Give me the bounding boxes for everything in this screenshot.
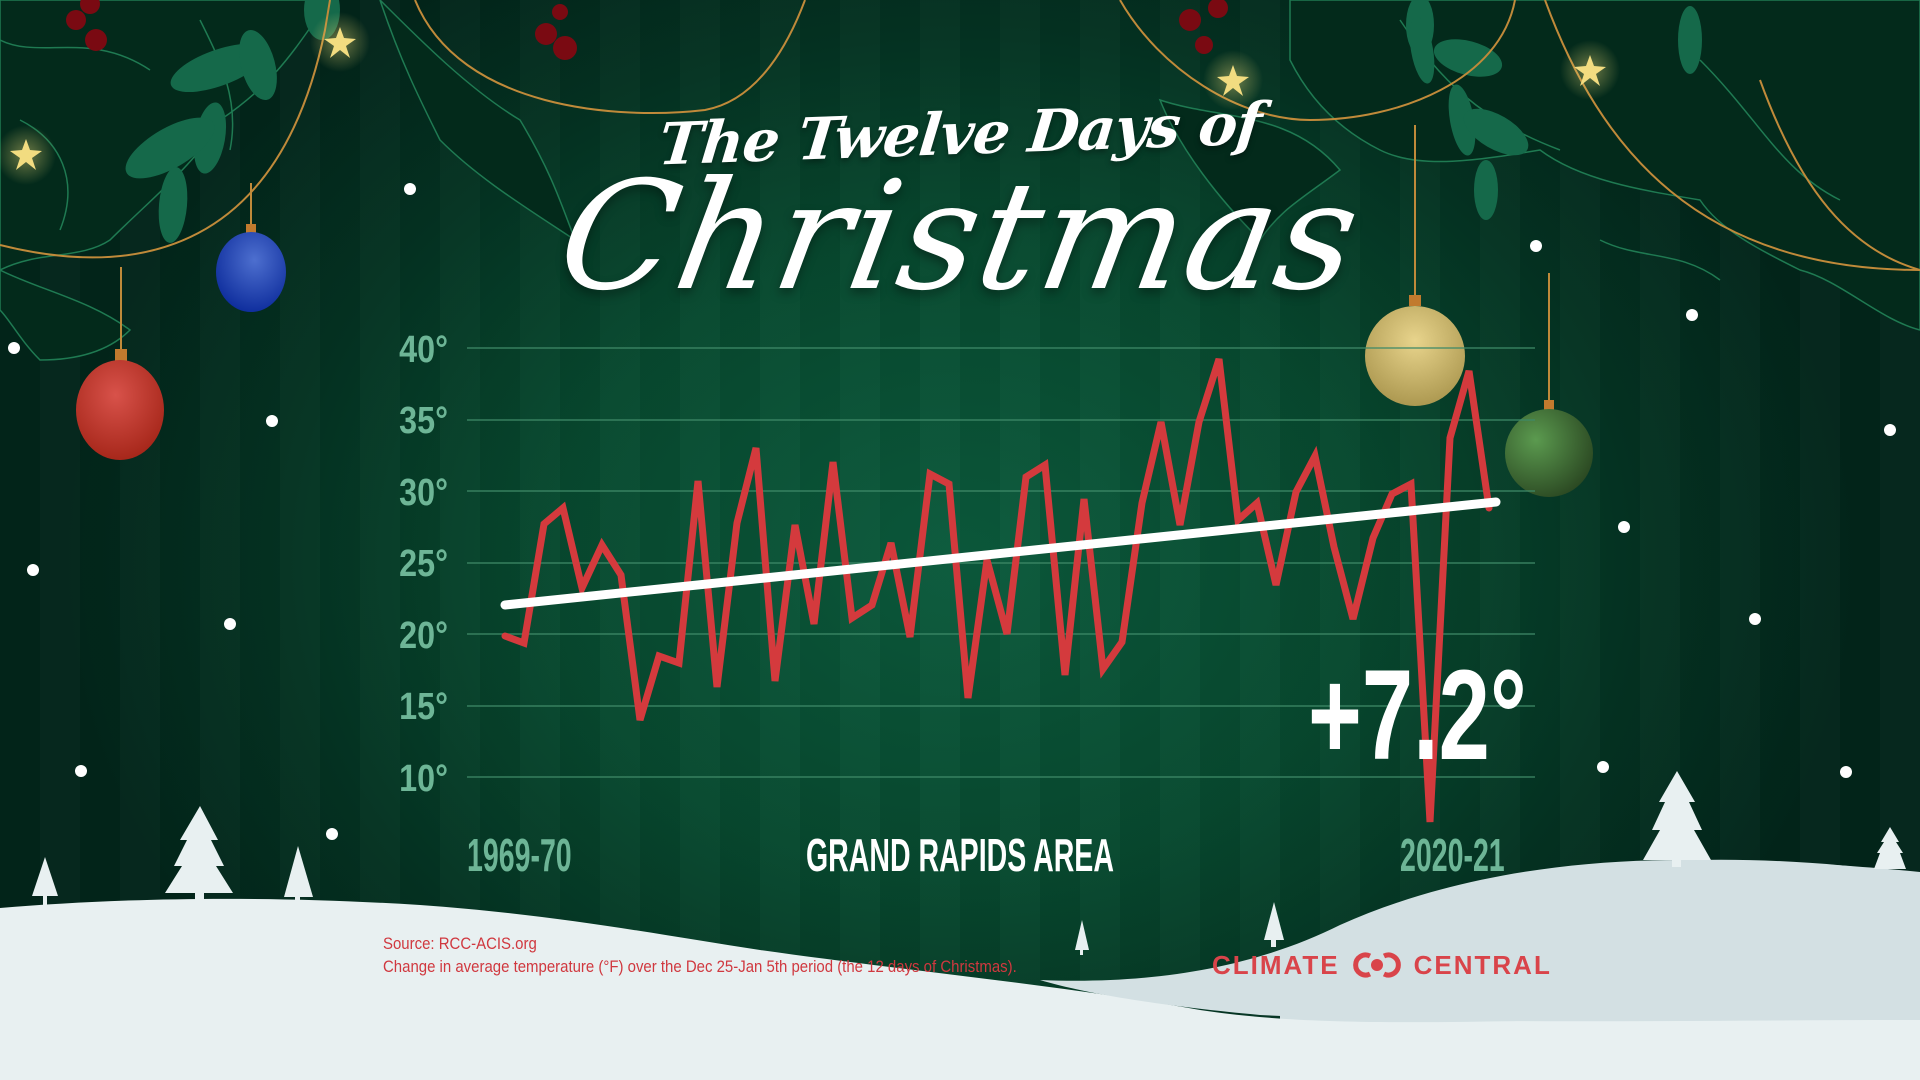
pine-trees-icon [32, 771, 1906, 955]
red-ornament-icon [76, 349, 164, 460]
temperature-line [501, 357, 1493, 823]
mistletoe-leaves-right-icon [1406, 0, 1702, 220]
y-tick-label: 10° [399, 758, 448, 800]
glowing-stars-icon [0, 12, 1620, 185]
trend-line [500, 497, 1501, 610]
snow-hill-right [1040, 860, 1920, 1022]
climate-central-logo: CLIMATE CENTRAL [1212, 950, 1552, 980]
green-ornament-icon [1505, 400, 1593, 497]
source-text: Source: RCC-ACIS.org [383, 934, 537, 953]
holly-top-right-icon [1158, 0, 1920, 331]
y-tick-label: 15° [399, 686, 448, 728]
brand-right-text: CENTRAL [1413, 949, 1552, 980]
temperature-change-annotation: +7.2° [1308, 644, 1527, 787]
x-end-label: 2020-21 [1400, 829, 1505, 881]
source-note: Source: RCC-ACIS.org Change in average t… [383, 932, 1017, 978]
chart-gridlines [467, 347, 1535, 778]
description-text: Change in average temperature (°F) over … [383, 957, 1017, 976]
x-start-label: 1969-70 [467, 829, 572, 881]
title-line-2: Christmas [547, 150, 1373, 324]
snow-hill-front [0, 898, 1920, 1080]
y-tick-label: 30° [399, 472, 448, 514]
y-tick-label: 25° [399, 543, 448, 585]
y-tick-label: 40° [399, 329, 448, 371]
location-label: GRAND RAPIDS AREA [806, 829, 1114, 881]
mistletoe-leaves-left-icon [125, 0, 340, 243]
ornament-strings-icon [120, 125, 1550, 403]
gold-ornament-icon [1365, 295, 1465, 406]
garland-strings-icon [0, 0, 1920, 271]
blue-ornament-icon [216, 224, 286, 312]
brand-left-text: CLIMATE [1212, 949, 1340, 980]
y-tick-label: 35° [399, 400, 448, 442]
y-tick-label: 20° [399, 615, 448, 657]
snowflakes-icon [8, 183, 1896, 840]
climate-central-logo-mark-icon [1350, 952, 1404, 978]
